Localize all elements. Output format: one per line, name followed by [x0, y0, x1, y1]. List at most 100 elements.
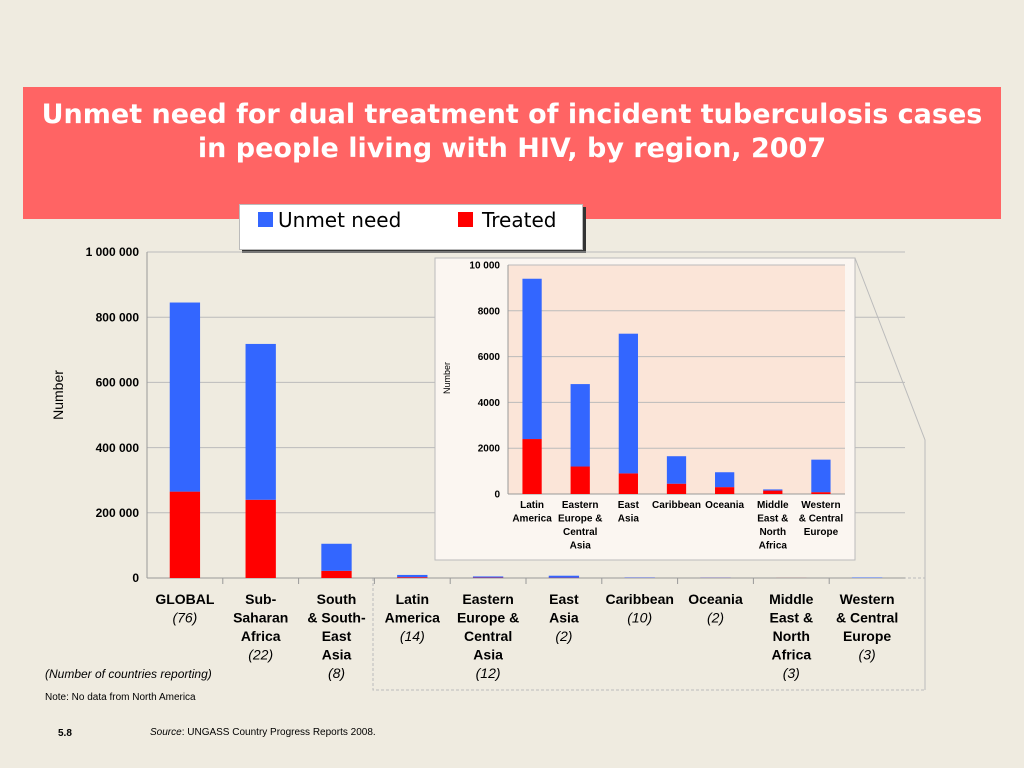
y-tick-label-0-1: 200 000: [96, 506, 140, 520]
bar-1-unmet-need-5: [763, 489, 783, 491]
legend: Unmet need Treated: [239, 204, 583, 250]
x-category-label-0-5-1: Asia: [549, 610, 579, 626]
x-category-label-0-2-1: & South-: [307, 610, 366, 626]
source-text: : UNGASS Country Progress Reports 2008.: [181, 727, 376, 738]
x-category-label-0-2-0: South: [317, 591, 357, 607]
x-category-label-1-6-2: Europe: [804, 527, 839, 538]
x-category-label-1-5-3: Africa: [759, 541, 788, 552]
x-category-label-0-4-2: Central: [464, 628, 512, 644]
zoom-connector: [854, 257, 926, 690]
x-category-count-0-5: (2): [555, 628, 572, 644]
bar-0-treated-3: [397, 577, 428, 578]
bar-0-treated-0: [169, 491, 201, 578]
chart-title: Unmet need for dual treatment of inciden…: [23, 98, 1001, 166]
y-tick-label-1-2: 4000: [478, 398, 501, 409]
y-tick-label-0-3: 600 000: [96, 376, 140, 390]
x-category-label-0-1-2: Africa: [241, 628, 281, 644]
y-tick-label-1-1: 2000: [478, 444, 501, 455]
x-category-label-0-1-0: Sub-: [245, 591, 276, 607]
x-category-label-1-5-1: East &: [757, 514, 788, 525]
x-category-label-0-9-2: Europe: [843, 628, 891, 644]
y-tick-label-1-4: 8000: [478, 306, 501, 317]
bar-0-unmet-need-1: [245, 343, 276, 500]
y-tick-label-1-5: 10 000: [469, 261, 500, 272]
bar-1-unmet-need-0: [522, 278, 542, 440]
y-tick-label-0-2: 400 000: [96, 441, 140, 455]
bar-1-treated-6: [811, 492, 831, 494]
bar-0-unmet-need-5: [548, 575, 580, 578]
x-category-label-0-2-3: Asia: [322, 647, 352, 663]
x-category-count-0-3: (14): [400, 628, 425, 644]
x-category-label-0-3-1: America: [385, 610, 440, 626]
source-line: Source: UNGASS Country Progress Reports …: [150, 727, 376, 738]
x-category-label-0-3-0: Latin: [396, 591, 429, 607]
x-category-label-0-4-3: Asia: [473, 647, 503, 663]
y-tick-label-0-5: 1 000 000: [86, 245, 140, 259]
x-category-label-1-5-0: Middle: [757, 500, 789, 511]
x-category-label-0-1-1: Saharan: [233, 610, 288, 626]
x-category-label-1-2-0: East: [618, 500, 640, 511]
x-category-label-1-5-2: North: [759, 527, 786, 538]
bar-1-treated-2: [618, 473, 638, 494]
legend-swatch-unmet: [258, 212, 273, 227]
bar-0-treated-1: [245, 499, 276, 578]
x-category-label-0-4-0: Eastern: [462, 591, 513, 607]
bar-1-treated-3: [666, 483, 687, 494]
footnote: Note: No data from North America: [45, 692, 196, 703]
x-category-count-0-4: (12): [476, 665, 501, 681]
title-banner: [23, 87, 1001, 219]
title-line-1: Unmet need for dual treatment of inciden…: [41, 99, 983, 130]
x-category-label-1-1-3: Asia: [570, 541, 592, 552]
x-category-count-0-0: (76): [172, 610, 197, 626]
x-category-count-0-6: (10): [627, 610, 652, 626]
bar-0-unmet-need-0: [169, 302, 201, 492]
bar-0-unmet-need-2: [321, 543, 352, 571]
y-axis-title-1: Number: [442, 362, 452, 394]
x-category-label-1-4-0: Oceania: [705, 500, 744, 511]
bar-0-unmet-need-4: [472, 576, 504, 578]
x-category-label-0-4-1: Europe &: [457, 610, 519, 626]
x-category-count-0-7: (2): [707, 610, 724, 626]
x-category-label-0-7-0: Oceania: [688, 591, 743, 607]
page-number: 5.8: [58, 728, 72, 739]
title-line-2: in people living with HIV, by region, 20…: [197, 133, 827, 164]
x-category-label-0-9-1: & Central: [836, 610, 898, 626]
x-category-label-0-2-2: East: [322, 628, 352, 644]
x-category-label-1-2-1: Asia: [618, 514, 640, 525]
x-category-label-1-0-1: America: [512, 514, 552, 525]
bar-1-treated-1: [570, 466, 590, 494]
y-tick-label-1-3: 6000: [478, 352, 501, 363]
x-category-label-0-5-0: East: [549, 591, 579, 607]
bar-1-treated-4: [715, 487, 735, 494]
x-category-label-0-0-0: GLOBAL: [155, 591, 215, 607]
y-tick-label-0-0: 0: [132, 571, 139, 585]
y-axis-title-0: Number: [50, 370, 66, 420]
x-category-label-1-1-2: Central: [563, 527, 598, 538]
x-category-label-1-1-0: Eastern: [562, 500, 599, 511]
x-category-label-1-3-0: Caribbean: [652, 500, 701, 511]
x-category-label-1-6-0: Western: [801, 500, 840, 511]
bar-0-treated-2: [321, 570, 352, 578]
x-category-count-0-8: (3): [783, 665, 800, 681]
x-category-label-1-6-1: & Central: [799, 514, 844, 525]
y-tick-label-0-4: 800 000: [96, 310, 140, 324]
x-category-label-1-0-0: Latin: [520, 500, 544, 511]
bar-1-unmet-need-3: [666, 456, 687, 484]
x-category-count-0-2: (8): [328, 665, 345, 681]
x-category-label-0-8-2: North: [773, 628, 810, 644]
plot-background-1: [508, 265, 845, 494]
bar-1-unmet-need-4: [715, 472, 735, 488]
y-tick-label-1-0: 0: [494, 490, 500, 501]
countries-note: (Number of countries reporting): [45, 667, 212, 681]
legend-swatch-treated: [458, 212, 473, 227]
source-prefix: Source: [150, 727, 182, 738]
bar-1-unmet-need-2: [618, 333, 638, 474]
x-category-count-0-1: (22): [248, 647, 273, 663]
x-category-label-0-9-0: Western: [840, 591, 895, 607]
x-category-label-0-8-1: East &: [770, 610, 814, 626]
bar-1-treated-5: [763, 490, 783, 494]
x-category-label-0-6-0: Caribbean: [605, 591, 673, 607]
bar-1-treated-0: [522, 439, 542, 494]
x-category-count-0-9: (3): [859, 647, 876, 663]
